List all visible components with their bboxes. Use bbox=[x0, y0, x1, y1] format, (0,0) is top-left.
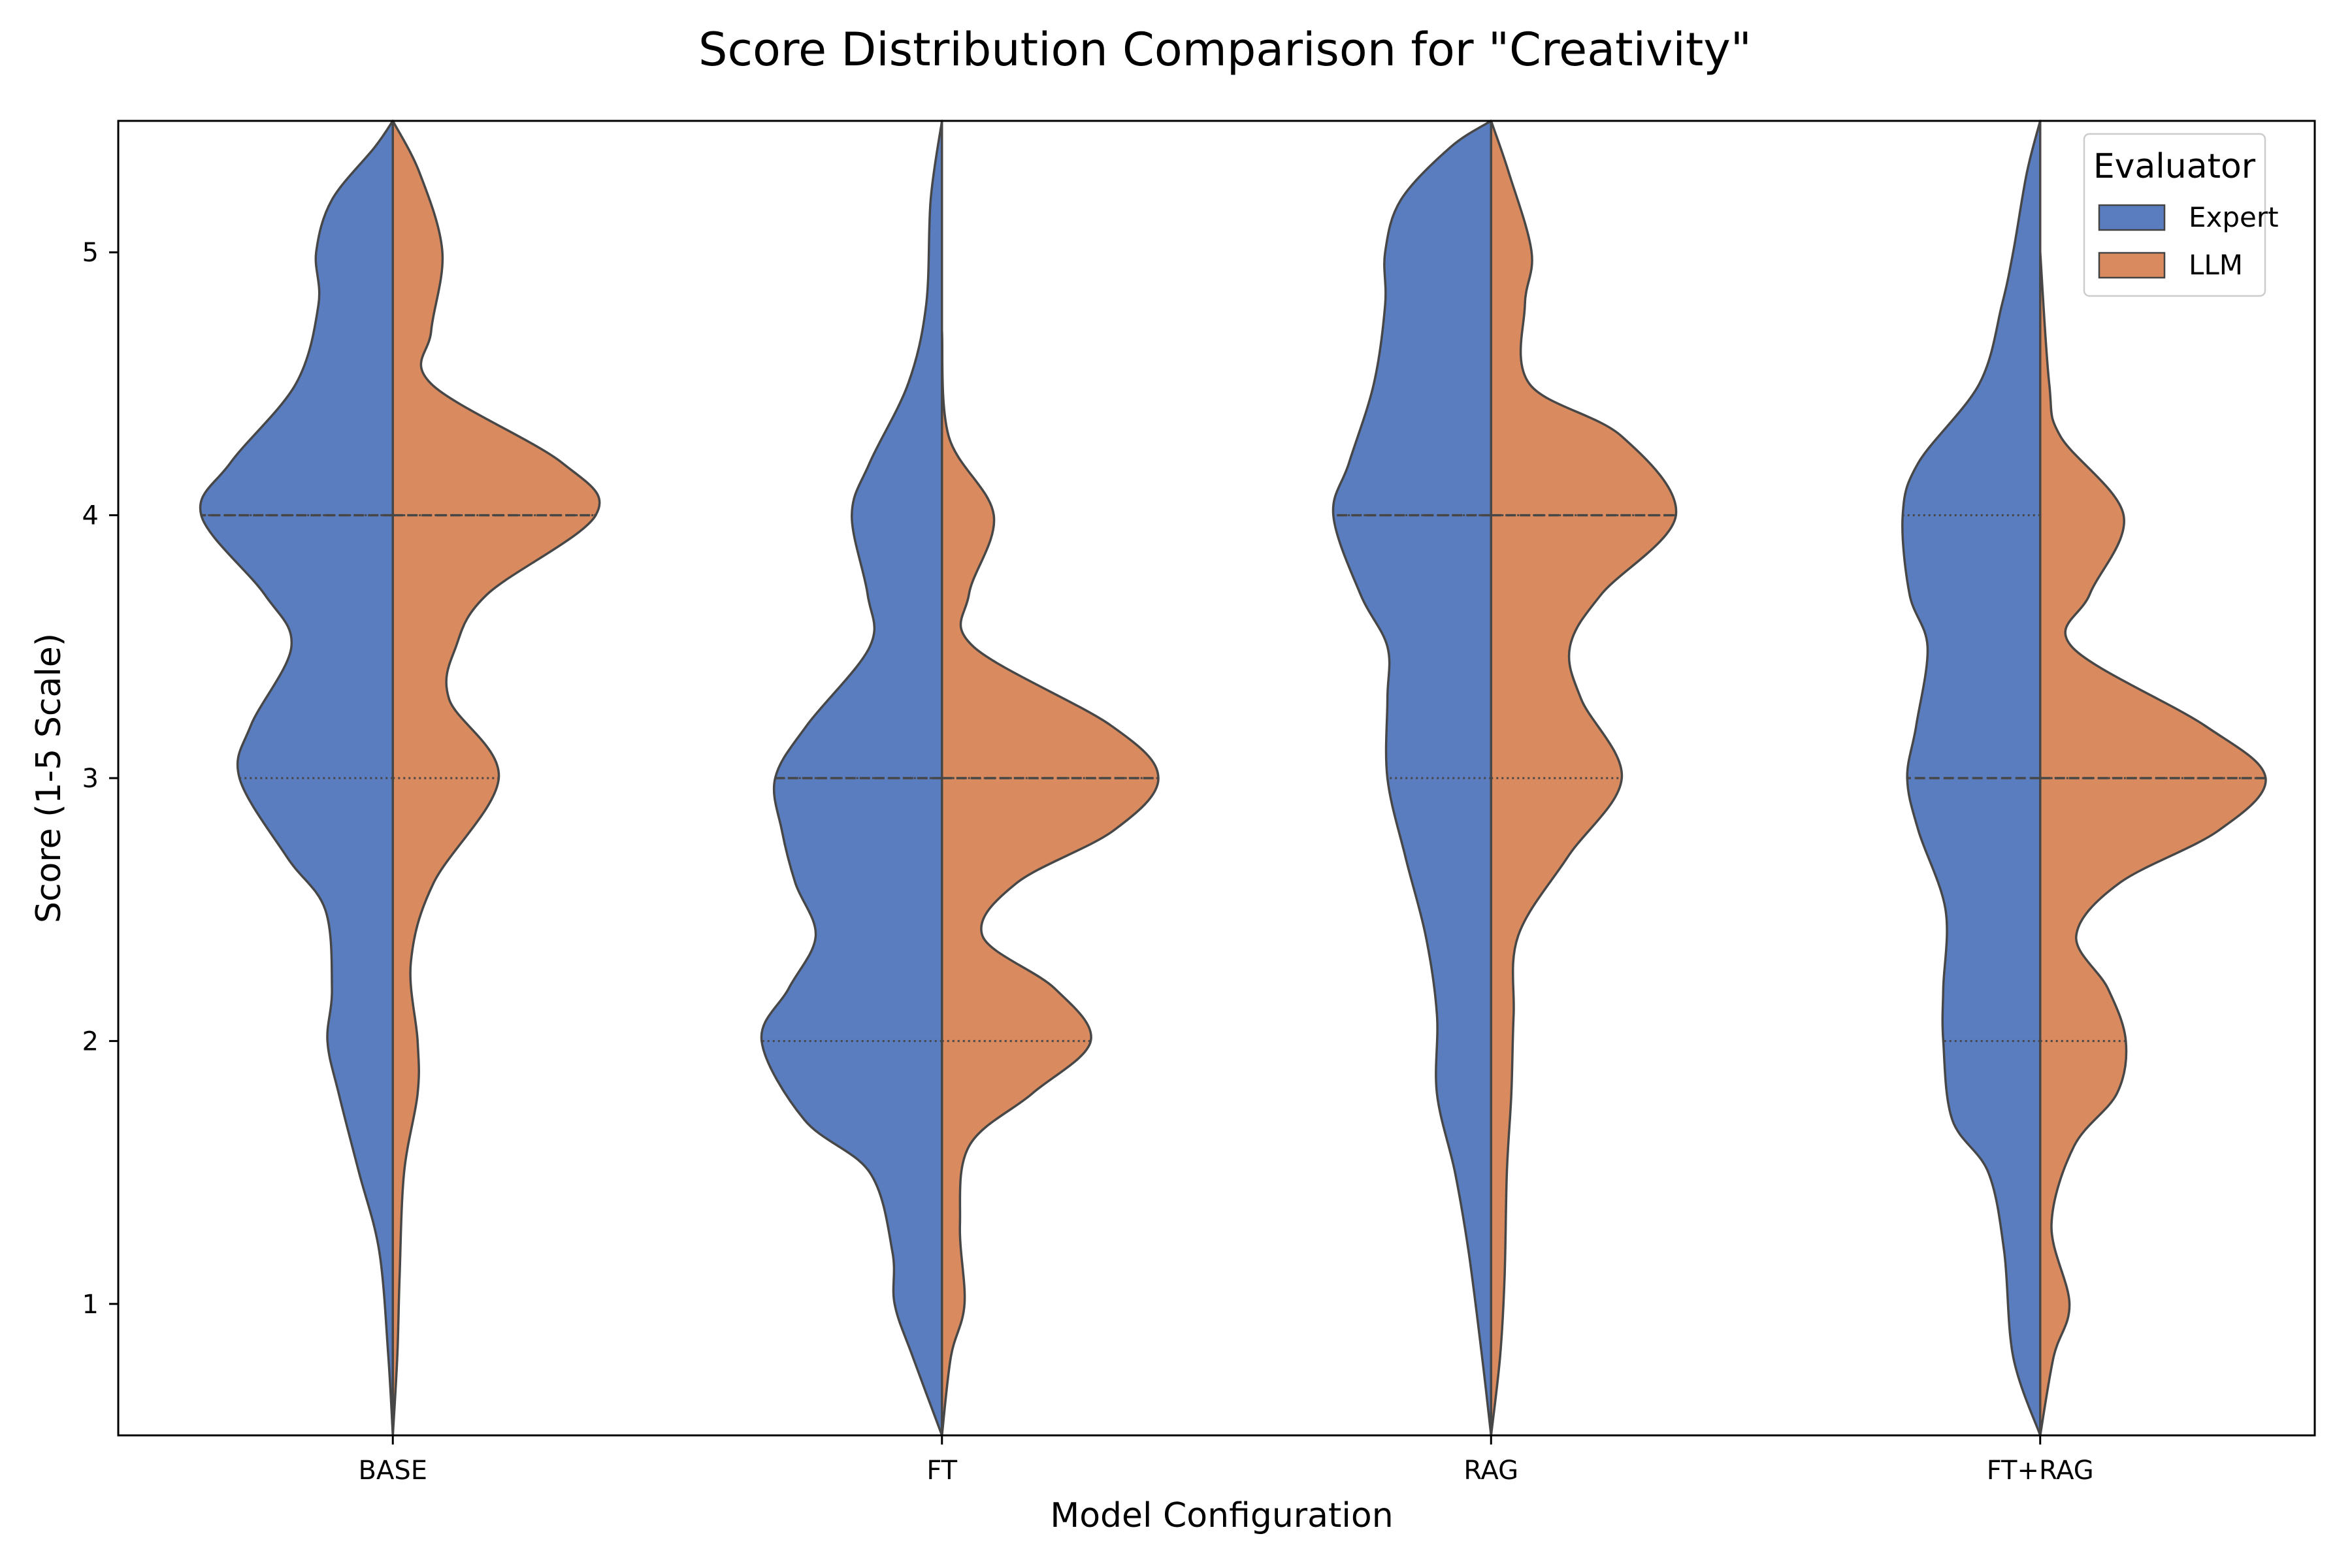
y-tick-label: 5 bbox=[82, 238, 99, 268]
x-tick-label-rag: RAG bbox=[1463, 1456, 1518, 1486]
violin-plot-area bbox=[199, 120, 2267, 1437]
violin-expert-ft-rag bbox=[1901, 120, 2042, 1437]
y-tick-label: 3 bbox=[82, 764, 99, 794]
legend-label-expert: Expert bbox=[2189, 201, 2279, 233]
x-tick-label-ft: FT bbox=[926, 1456, 957, 1486]
violin-llm-ft-rag bbox=[2039, 251, 2267, 1437]
y-axis-label: Score (1-5 Scale) bbox=[29, 633, 69, 923]
x-axis: BASE FT RAG FT+RAG bbox=[359, 1435, 2094, 1486]
legend-label-llm: LLM bbox=[2189, 249, 2243, 281]
violin-llm-ft bbox=[941, 330, 1160, 1437]
y-tick-label: 2 bbox=[82, 1026, 99, 1056]
legend-swatch-expert bbox=[2098, 204, 2166, 231]
violin-expert-base bbox=[199, 120, 395, 1437]
quartile-lines bbox=[201, 514, 2266, 1042]
violin-llm-base bbox=[391, 120, 601, 1437]
legend-title: Evaluator bbox=[2093, 147, 2256, 186]
y-tick-label: 4 bbox=[82, 501, 99, 531]
x-tick-label-ft-rag: FT+RAG bbox=[1987, 1456, 2094, 1486]
y-axis: 1 2 3 4 5 bbox=[82, 238, 118, 1320]
x-tick-label-base: BASE bbox=[359, 1456, 427, 1486]
violin-llm-rag bbox=[1490, 120, 1678, 1437]
chart-title: Score Distribution Comparison for "Creat… bbox=[698, 23, 1752, 76]
x-axis-label: Model Configuration bbox=[1050, 1496, 1393, 1535]
legend: Evaluator Expert LLM bbox=[2083, 133, 2279, 297]
legend-swatch-llm bbox=[2098, 252, 2166, 279]
y-tick-label: 1 bbox=[82, 1290, 99, 1320]
